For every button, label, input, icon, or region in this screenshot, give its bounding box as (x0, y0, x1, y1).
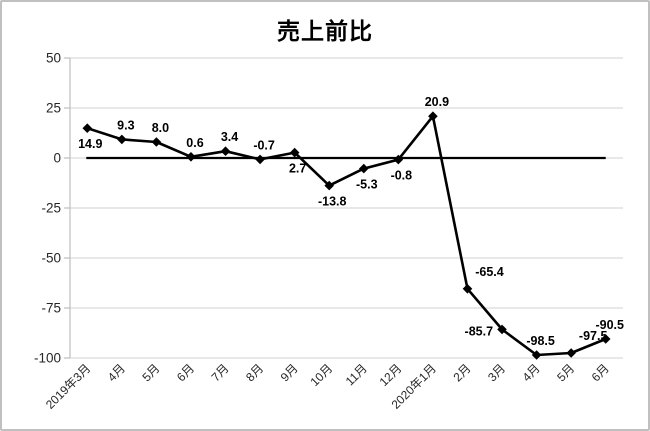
y-tick-label: -75 (41, 301, 61, 316)
data-point-marker (255, 154, 265, 165)
data-label: -65.4 (475, 265, 504, 279)
data-point-marker (531, 350, 542, 360)
data-point-marker (497, 324, 507, 335)
x-tick-label: 9月 (278, 361, 301, 384)
data-label: -0.7 (253, 138, 275, 152)
x-tick-label: 3月 (485, 361, 508, 384)
series-line (86, 114, 607, 357)
x-tick-label: 4月 (520, 361, 543, 384)
data-label: 20.9 (425, 95, 449, 109)
x-tick-label: 6月 (174, 361, 197, 384)
y-tick-label: 50 (46, 51, 61, 66)
data-label: -85.7 (465, 324, 494, 338)
data-point-marker (462, 284, 473, 294)
x-tick-label: 2019年3月 (43, 361, 93, 411)
x-tick-label: 10月 (308, 361, 336, 389)
data-label: -90.5 (595, 318, 624, 332)
data-label: 8.0 (152, 121, 169, 135)
data-point-marker (393, 154, 404, 165)
y-tick-label: -50 (41, 251, 61, 266)
data-point-marker (117, 134, 127, 145)
chart-title: 売上前比 (277, 18, 373, 44)
data-label: -98.5 (526, 334, 555, 348)
x-tick-label: 7月 (209, 361, 232, 384)
data-label: 2.7 (289, 162, 306, 176)
data-label: -0.8 (391, 169, 413, 183)
data-point-marker (600, 334, 611, 344)
data-label: -13.8 (318, 195, 347, 209)
x-tick-label: 4月 (105, 361, 128, 384)
y-tick-label: -25 (41, 201, 61, 216)
data-point-marker (358, 163, 369, 174)
x-tick-label: 6月 (589, 361, 612, 384)
data-label: 14.9 (78, 137, 102, 151)
data-point-marker (220, 146, 231, 156)
data-label: -97.5 (579, 329, 608, 343)
y-tick-label: 0 (53, 151, 61, 166)
x-tick-label: 5月 (554, 361, 577, 384)
x-tick-label: 5月 (139, 361, 162, 384)
data-label: -5.3 (356, 178, 378, 192)
data-point-marker (428, 111, 438, 121)
data-point-marker (324, 180, 335, 191)
x-tick-label: 11月 (343, 361, 370, 388)
data-point-marker (186, 152, 196, 162)
x-tick-label: 8月 (243, 361, 266, 384)
x-tick-label: 12月 (377, 361, 405, 389)
y-tick-label: -100 (34, 351, 61, 366)
y-tick-label: 25 (46, 101, 61, 116)
data-point-marker (151, 137, 162, 147)
data-label: 0.6 (186, 136, 203, 150)
x-tick-label: 2月 (450, 361, 473, 384)
data-point-marker (289, 147, 300, 158)
data-label: 3.4 (221, 130, 238, 144)
data-label: 9.3 (117, 118, 134, 132)
data-point-marker (82, 123, 93, 133)
data-point-marker (566, 348, 576, 358)
